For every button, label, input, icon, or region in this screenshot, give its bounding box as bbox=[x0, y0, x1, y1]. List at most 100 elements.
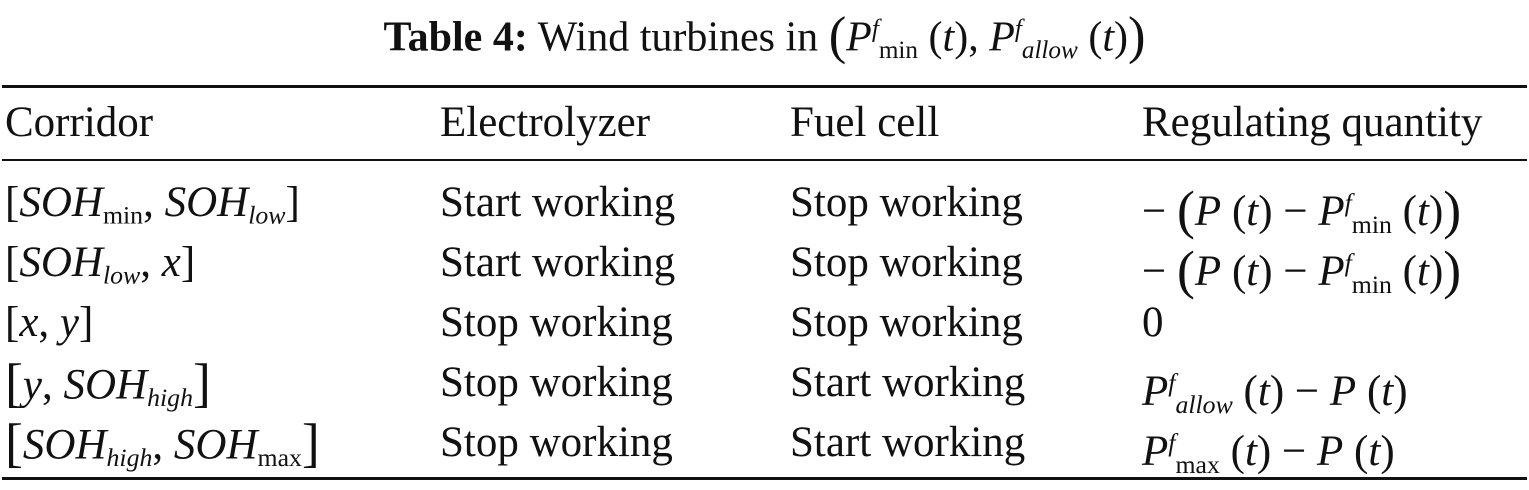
electrolyzer-cell: Start working bbox=[440, 239, 676, 286]
math: P bbox=[989, 14, 1015, 61]
math: [ bbox=[5, 299, 20, 346]
math: t bbox=[1417, 248, 1429, 296]
math: f bbox=[1344, 248, 1352, 277]
math: ) bbox=[1380, 428, 1395, 476]
math: ) bbox=[1128, 7, 1146, 65]
math: SOH bbox=[173, 421, 258, 469]
math: ( bbox=[1177, 179, 1195, 240]
math: − bbox=[1283, 188, 1308, 236]
math: ) bbox=[1258, 248, 1273, 296]
math: t bbox=[942, 14, 955, 61]
math: SOH bbox=[22, 421, 107, 469]
fuel-cell-cell: Stop working bbox=[790, 239, 1023, 286]
math: ] bbox=[285, 179, 300, 226]
math: ) bbox=[1443, 179, 1462, 240]
math: P bbox=[1317, 428, 1344, 476]
math: P bbox=[1318, 188, 1345, 236]
math: ] bbox=[301, 413, 320, 473]
table-title: Table 4: Wind turbines in (Pfmin (t), Pf… bbox=[0, 6, 1529, 66]
math: ] bbox=[192, 353, 211, 413]
math: t bbox=[1381, 368, 1394, 416]
corridor-cell: [y, SOHhigh] bbox=[5, 356, 211, 423]
header-cell: Fuel cell bbox=[790, 99, 940, 146]
math: x bbox=[19, 299, 39, 346]
header-rule bbox=[2, 159, 1527, 161]
math: [ bbox=[5, 413, 23, 473]
regulating-cell: − (P (t) − Pfmin (t)) bbox=[1142, 178, 1461, 250]
math: P bbox=[846, 14, 872, 61]
math: − bbox=[1281, 428, 1307, 476]
electrolyzer-cell: Stop working bbox=[440, 299, 673, 346]
electrolyzer-cell: Start working bbox=[440, 179, 676, 226]
math: low bbox=[248, 200, 286, 230]
math: , bbox=[143, 179, 165, 226]
title-text: Wind turbines in bbox=[537, 14, 819, 61]
math: , bbox=[140, 239, 162, 286]
math: − bbox=[1142, 188, 1167, 236]
math: f bbox=[1168, 368, 1176, 397]
math: P bbox=[1142, 368, 1169, 416]
math: [ bbox=[5, 239, 20, 286]
regulating-cell: Pfallow (t) − P (t) bbox=[1142, 358, 1408, 430]
math: SOH bbox=[19, 239, 103, 286]
math: ] bbox=[79, 299, 94, 346]
electrolyzer-cell: Stop working bbox=[440, 419, 673, 466]
title-label: Table 4: bbox=[383, 14, 528, 61]
math: ( bbox=[1402, 188, 1417, 236]
math: y bbox=[59, 299, 80, 346]
math: ) bbox=[1428, 188, 1444, 236]
math: ) bbox=[1258, 188, 1273, 236]
top-rule bbox=[2, 85, 1527, 88]
math: t bbox=[1417, 188, 1429, 236]
corridor-cell: [SOHhigh, SOHmax] bbox=[5, 416, 320, 483]
math: P bbox=[1142, 428, 1169, 476]
math: ( bbox=[828, 7, 847, 65]
math: high bbox=[147, 383, 193, 413]
regulating-cell: 0 bbox=[1142, 299, 1164, 346]
math: , bbox=[42, 361, 64, 409]
fuel-cell-cell: Stop working bbox=[790, 299, 1023, 346]
corridor-cell: [x, y] bbox=[5, 298, 93, 348]
math: ) bbox=[954, 14, 969, 61]
math: high bbox=[106, 443, 153, 473]
fuel-cell-cell: Start working bbox=[790, 419, 1026, 466]
math: P bbox=[1194, 248, 1222, 296]
header-cell: Regulating quantity bbox=[1142, 99, 1483, 146]
math: f bbox=[871, 15, 879, 43]
math: SOH bbox=[19, 179, 103, 226]
math: − bbox=[1283, 248, 1308, 296]
math: t bbox=[1246, 248, 1259, 296]
math: x bbox=[161, 239, 181, 286]
math: ) bbox=[1256, 428, 1272, 476]
math: ) bbox=[1114, 14, 1128, 61]
regulating-cell: Pfmax (t) − P (t) bbox=[1142, 418, 1395, 490]
math: , bbox=[968, 14, 990, 61]
header-cell: Corridor bbox=[5, 99, 154, 146]
math: ) bbox=[1428, 248, 1444, 296]
math: t bbox=[1368, 428, 1381, 476]
fuel-cell-cell: Start working bbox=[790, 359, 1026, 406]
math: ( bbox=[1230, 428, 1245, 476]
math: ( bbox=[928, 14, 943, 61]
math: − bbox=[1294, 368, 1320, 416]
math: ) bbox=[1393, 368, 1408, 416]
math: ( bbox=[1243, 368, 1258, 416]
math: , bbox=[38, 299, 60, 346]
math: allow bbox=[1021, 36, 1078, 64]
math: f bbox=[1014, 15, 1022, 43]
math: SOH bbox=[164, 179, 249, 226]
math: ( bbox=[1402, 248, 1417, 296]
header-cell: Electrolyzer bbox=[440, 99, 651, 146]
math: f bbox=[1344, 188, 1352, 217]
math: min bbox=[1351, 269, 1392, 299]
electrolyzer-cell: Stop working bbox=[440, 359, 673, 406]
math: t bbox=[1246, 188, 1259, 236]
corridor-cell: [SOHlow, x] bbox=[5, 238, 195, 301]
math: P bbox=[1318, 248, 1345, 296]
math: min bbox=[878, 36, 919, 64]
math: allow bbox=[1175, 389, 1233, 419]
math: [ bbox=[5, 179, 20, 226]
math: t bbox=[1102, 14, 1114, 61]
math: max bbox=[257, 443, 302, 473]
